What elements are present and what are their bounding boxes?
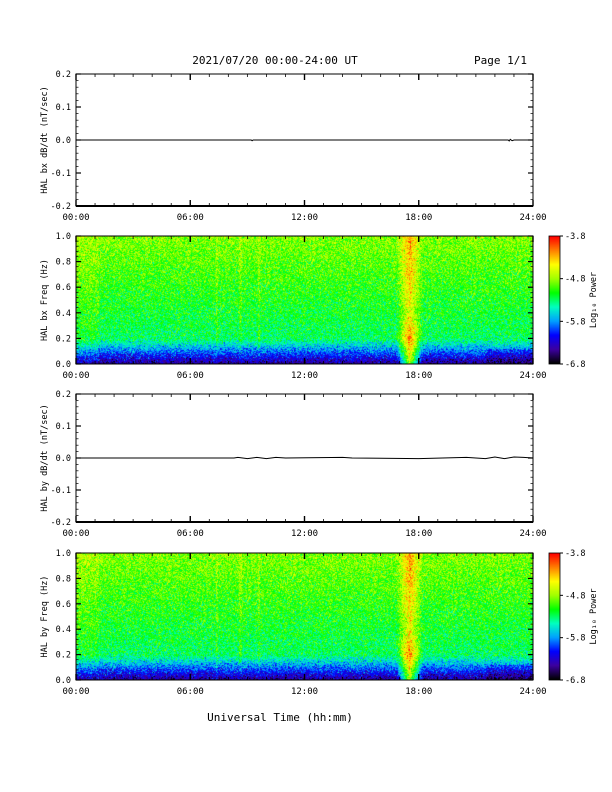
header-page: Page 1/1 [474,54,527,67]
y-axis-label: HAL by Freq (Hz) [40,576,50,658]
y-axis-label: HAL bx dB/dt (nT/sec) [40,86,50,193]
colorbar-tick-label: -4.8 [565,275,585,285]
colorbar-tick-label: -3.8 [565,549,585,559]
colorbar-frame [548,235,561,365]
x-tick-label: 12:00 [291,213,318,223]
y-tick-label: 0.2 [56,70,71,80]
header-date-range: 2021/07/20 00:00-24:00 UT [192,54,358,67]
y-tick-label: 0.2 [56,390,71,400]
y-tick-label: 0.4 [56,625,71,635]
colorbar-tick-label: -5.8 [565,634,585,644]
spectrogram-image [76,553,533,680]
y-tick-label: 0.1 [56,422,71,432]
colorbar [549,553,560,680]
y-tick-label: 0.8 [56,258,71,268]
y-tick-label: 0.6 [56,600,71,610]
panel-4: 00:00 06:00 12:00 18:00 24:00 0.0 0.2 0.4 0.6 0.8… [40,549,599,697]
y-tick-label: -0.1 [51,169,71,179]
colorbar [549,236,560,364]
panels: 00:00 06:00 12:00 18:00 24:00 -0.2 -0.1 0.0 0.1 0… [40,70,599,697]
y-axis-label: HAL bx Freq (Hz) [40,259,50,341]
y-tick-label: -0.2 [51,202,71,212]
x-tick-label: 06:00 [177,371,204,381]
panel-2: 00:00 06:00 12:00 18:00 24:00 0.0 0.2 0.4 0.6 0.8… [40,232,599,381]
y-tick-label: -0.2 [51,518,71,528]
x-tick-label: 12:00 [291,371,318,381]
y-tick-label: 0.1 [56,103,71,113]
x-tick-label: 00:00 [62,213,89,223]
x-tick-label: 00:00 [62,529,89,539]
x-tick-label: 24:00 [519,213,546,223]
y-tick-label: 0.0 [56,360,71,370]
y-tick-label: 0.8 [56,574,71,584]
y-tick-label: 0.4 [56,309,71,319]
y-tick-label: 1.0 [56,232,71,242]
x-tick-label: 24:00 [519,371,546,381]
x-tick-label: 12:00 [291,529,318,539]
y-tick-label: 1.0 [56,549,71,559]
y-tick-label: 0.2 [56,651,71,661]
colorbar-frame [548,552,561,681]
y-tick-label: 0.0 [56,676,71,686]
y-tick-label: -0.1 [51,486,71,496]
x-tick-label: 00:00 [62,687,89,697]
panel-3: 00:00 06:00 12:00 18:00 24:00 -0.2 -0.1 0.0 0.1 0… [40,390,547,539]
colorbar-tick-label: -4.8 [565,591,585,601]
x-tick-label: 06:00 [177,213,204,223]
x-tick-label: 24:00 [519,529,546,539]
x-tick-label: 18:00 [405,371,432,381]
x-tick-label: 00:00 [62,371,89,381]
x-tick-label: 24:00 [519,687,546,697]
colorbar-tick-label: -5.8 [565,317,585,327]
colorbar-label: Log₁₀ Power [589,588,599,644]
x-tick-label: 18:00 [405,687,432,697]
x-tick-label: 06:00 [177,687,204,697]
colorbar-tick-label: -6.8 [565,360,585,370]
panel-1: 00:00 06:00 12:00 18:00 24:00 -0.2 -0.1 0.0 0.1 0… [40,70,547,223]
x-tick-label: 18:00 [405,213,432,223]
y-tick-label: 0.2 [56,334,71,344]
x-tick-label: 12:00 [291,687,318,697]
colorbar-tick-label: -3.8 [565,232,585,242]
series-line-0 [76,138,533,142]
series-line-0 [76,456,534,460]
y-tick-label: 0.0 [56,454,71,464]
y-tick-label: 0.0 [56,136,71,146]
y-tick-label: 0.6 [56,283,71,293]
x-tick-label: 06:00 [177,529,204,539]
x-axis-label: Universal Time (hh:mm) [207,711,353,724]
spectrogram-image [76,236,533,364]
x-tick-label: 18:00 [405,529,432,539]
colorbar-tick-label: -6.8 [565,676,585,686]
y-axis-label: HAL by dB/dt (nT/sec) [40,404,50,511]
colorbar-label: Log₁₀ Power [589,272,599,328]
